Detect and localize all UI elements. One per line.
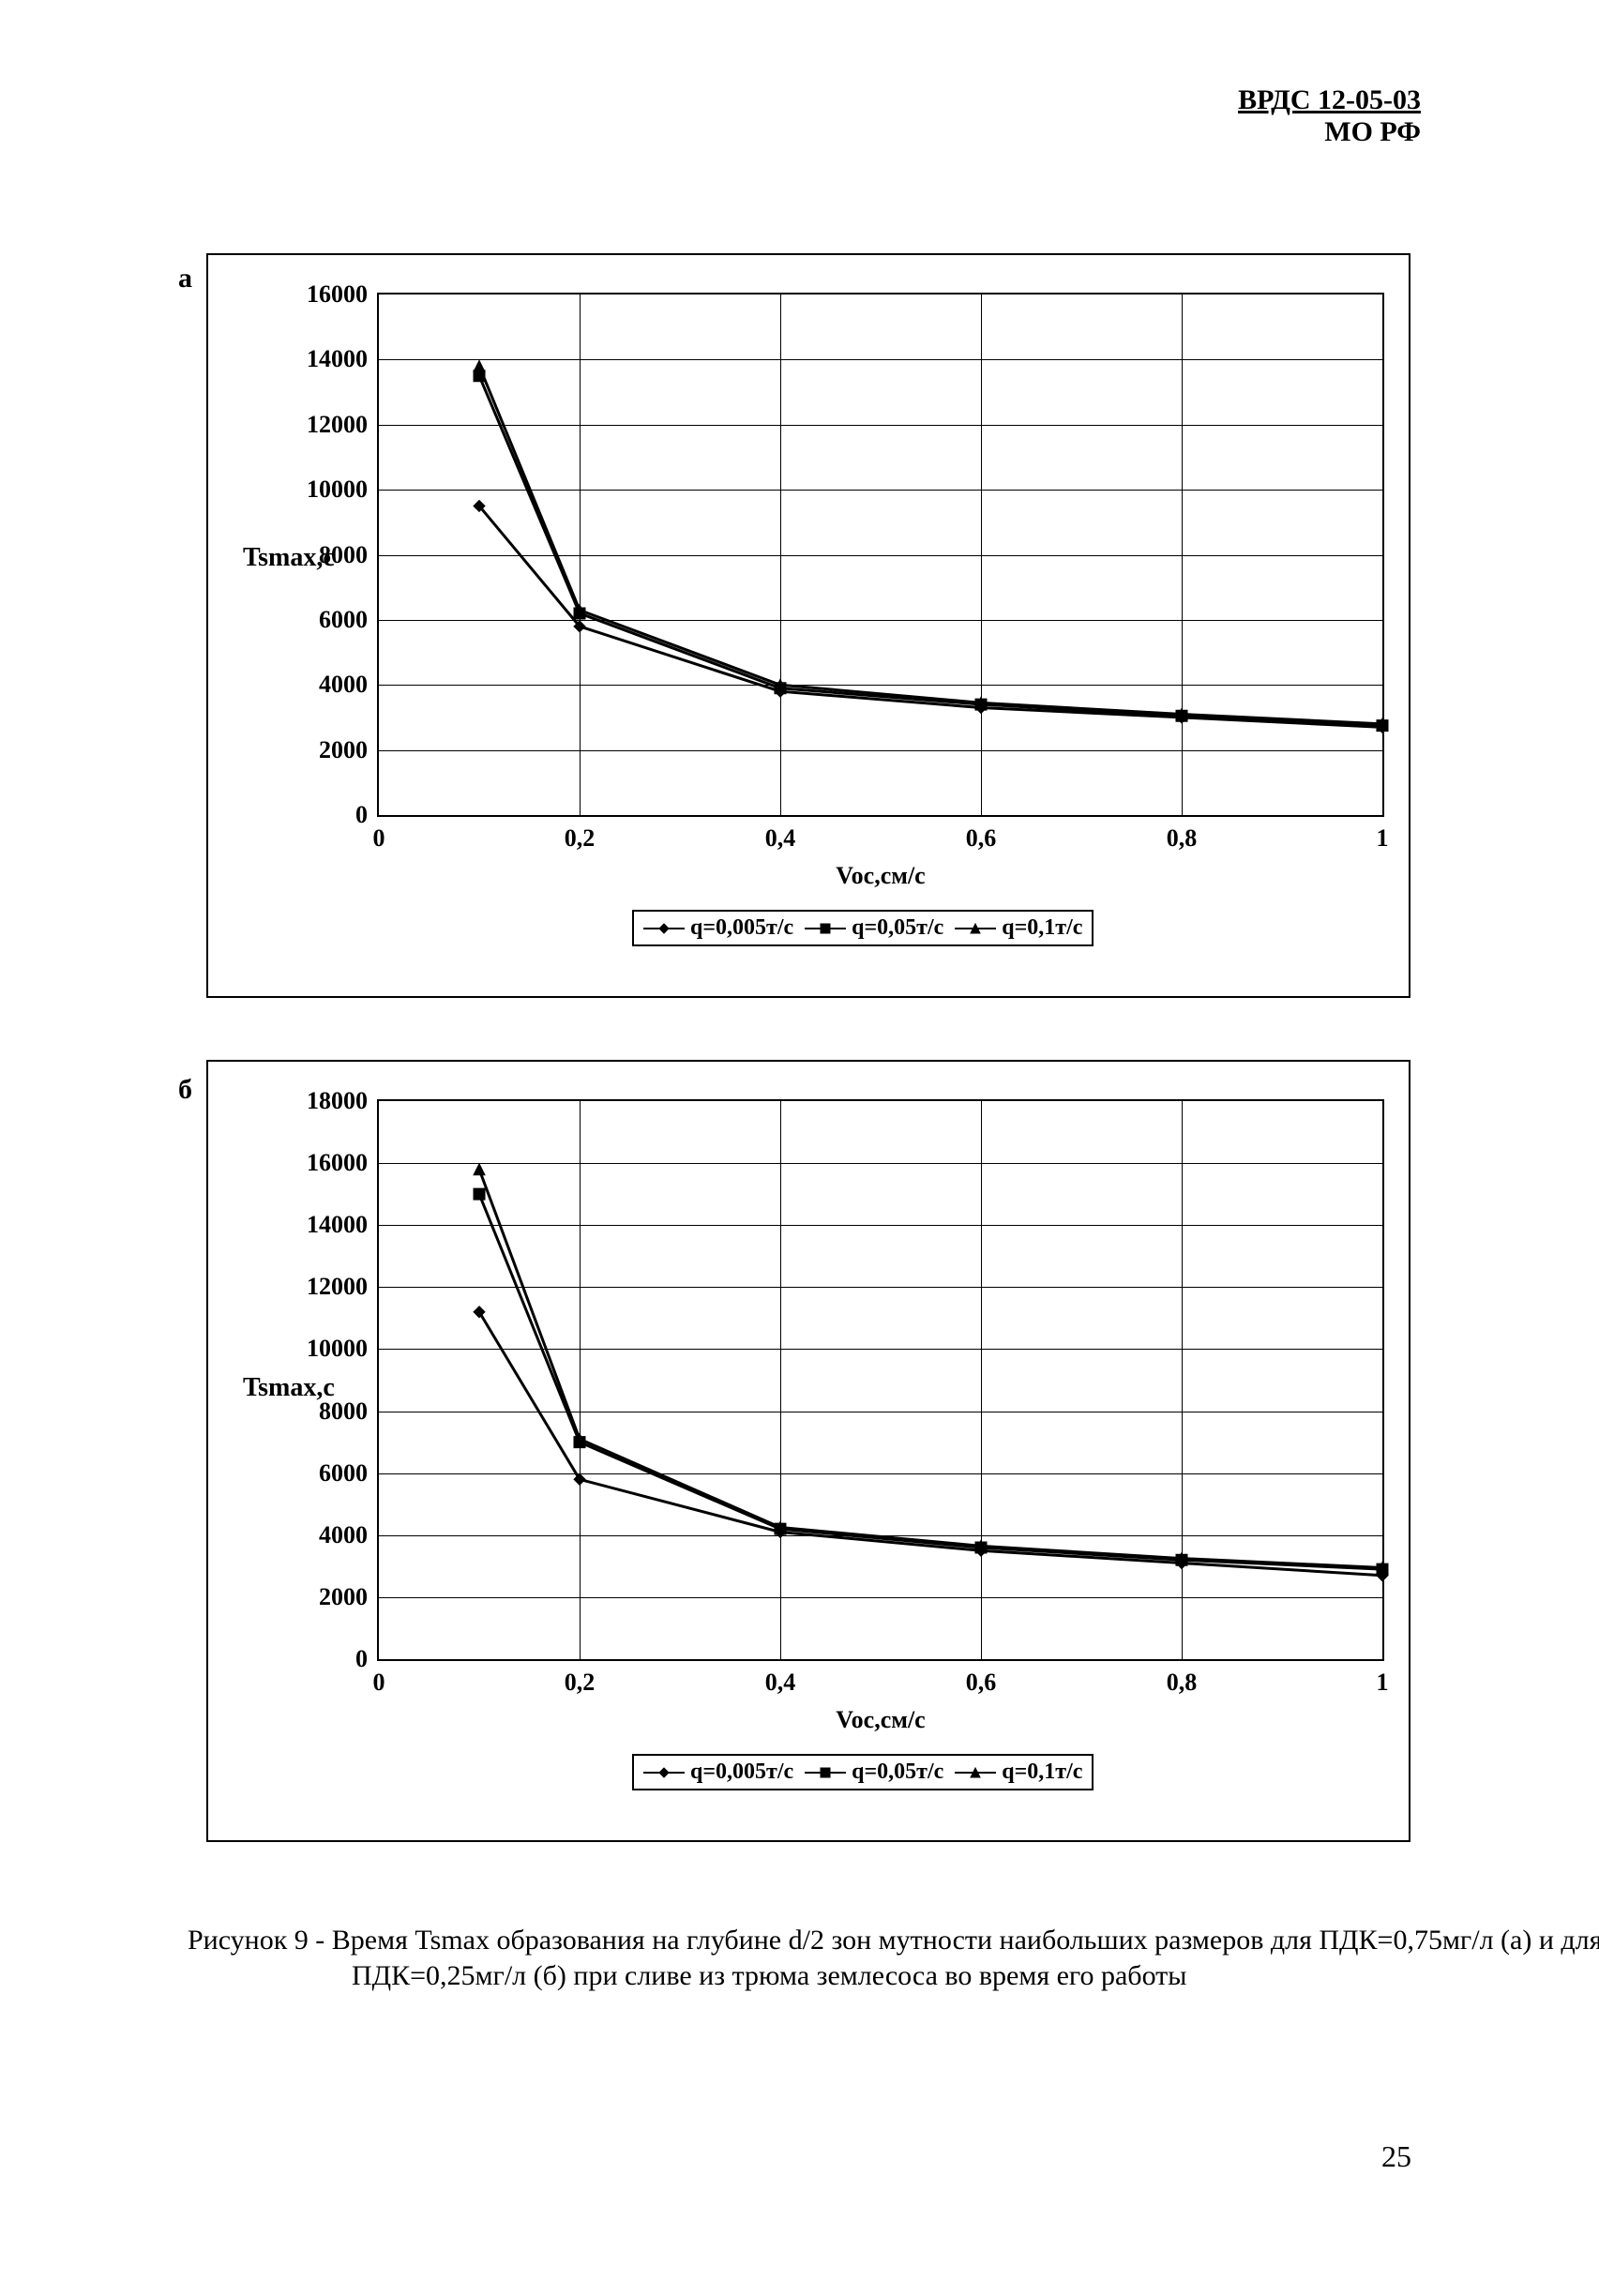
chart-a-series-marker [474,360,485,371]
document-header: ВРДС 12-05-03 МО РФ [1238,84,1421,148]
chart-b-series-line-2 [479,1170,1382,1568]
chart-a-xtick: 0,2 [565,815,596,853]
chart-a-frame: 020004000600080001000012000140001600000,… [206,253,1410,998]
chart-a-xlabel: Voc,см/с [836,862,925,890]
chart-a-xtick: 0 [373,815,385,853]
chart-a-ytick: 4000 [319,671,379,699]
chart-a-xtick: 0,8 [1167,815,1198,853]
chart-b-series-line-0 [479,1312,1382,1576]
chart-b-xtick: 0 [373,1659,385,1697]
legend-marker-icon [805,920,846,937]
legend-marker-icon [955,1764,996,1781]
panel-label-a: а [178,263,192,295]
chart-b-series-line-1 [479,1194,1382,1569]
legend-marker-icon [643,1764,685,1781]
figure-caption: Рисунок 9 - Время Tsmax образования на г… [188,1923,1599,1993]
chart-a-ytick: 16000 [307,280,379,309]
legend-marker-icon [955,920,996,937]
chart-b-legend: q=0,005т/с q=0,05т/с q=0,1т/с [632,1754,1094,1790]
legend-marker-icon [643,920,685,937]
chart-b-xtick: 1 [1377,1659,1389,1697]
chart-b-xtick: 0,4 [765,1659,796,1697]
chart-b-xtick: 0,2 [565,1659,596,1697]
chart-b-xlabel: Voc,см/с [836,1706,925,1734]
chart-a-ytick: 14000 [307,345,379,373]
chart-a-xtick: 0,6 [966,815,997,853]
chart-a-ytick: 12000 [307,411,379,439]
chart-b-ytick: 6000 [319,1459,379,1488]
chart-a-ytick: 6000 [319,606,379,634]
legend-label: q=0,05т/с [852,1760,943,1785]
chart-b-ytick: 12000 [307,1273,379,1301]
chart-b-frame: 0200040006000800010000120001400016000180… [206,1060,1410,1842]
chart-a-series-svg [379,295,1382,815]
chart-b-ytick: 10000 [307,1335,379,1363]
legend-label: q=0,005т/с [690,915,793,941]
chart-b-series-marker [474,1164,485,1175]
chart-b-ytick: 18000 [307,1087,379,1115]
legend-label: q=0,1т/с [1002,915,1082,941]
page-number: 25 [1381,2139,1411,2174]
chart-b-xtick: 0,8 [1167,1659,1198,1697]
chart-b-ytick: 2000 [319,1583,379,1611]
chart-a-plot-area: 020004000600080001000012000140001600000,… [377,293,1384,817]
chart-b-ytick: 4000 [319,1521,379,1549]
chart-a-ytick: 10000 [307,476,379,504]
chart-a-series-line-0 [479,506,1382,727]
chart-a-ytick: 2000 [319,736,379,764]
chart-a-ylabel: Tsmax,с [243,543,335,573]
legend-marker-icon [805,1764,846,1781]
legend-label: q=0,005т/с [690,1760,793,1785]
chart-b-plot-area: 0200040006000800010000120001400016000180… [377,1099,1384,1661]
chart-a-legend: q=0,005т/с q=0,05т/с q=0,1т/с [632,910,1094,946]
chart-b-ytick: 14000 [307,1211,379,1239]
panel-label-b: б [178,1074,192,1106]
chart-a-series-line-2 [479,366,1382,724]
chart-a-xtick: 1 [1377,815,1389,853]
header-org: МО РФ [1238,116,1421,148]
legend-label: q=0,1т/с [1002,1760,1082,1785]
chart-b-ylabel: Tsmax,с [243,1373,335,1403]
chart-b-xtick: 0,6 [966,1659,997,1697]
chart-b-ytick: 16000 [307,1149,379,1177]
chart-a-series-line-1 [479,376,1382,726]
page: ВРДС 12-05-03 МО РФ а 020004000600080001… [0,0,1599,2296]
chart-a-xtick: 0,4 [765,815,796,853]
chart-b-series-svg [379,1101,1382,1659]
legend-label: q=0,05т/с [852,915,943,941]
header-code: ВРДС 12-05-03 [1238,84,1421,116]
chart-b-series-marker [474,1188,485,1200]
